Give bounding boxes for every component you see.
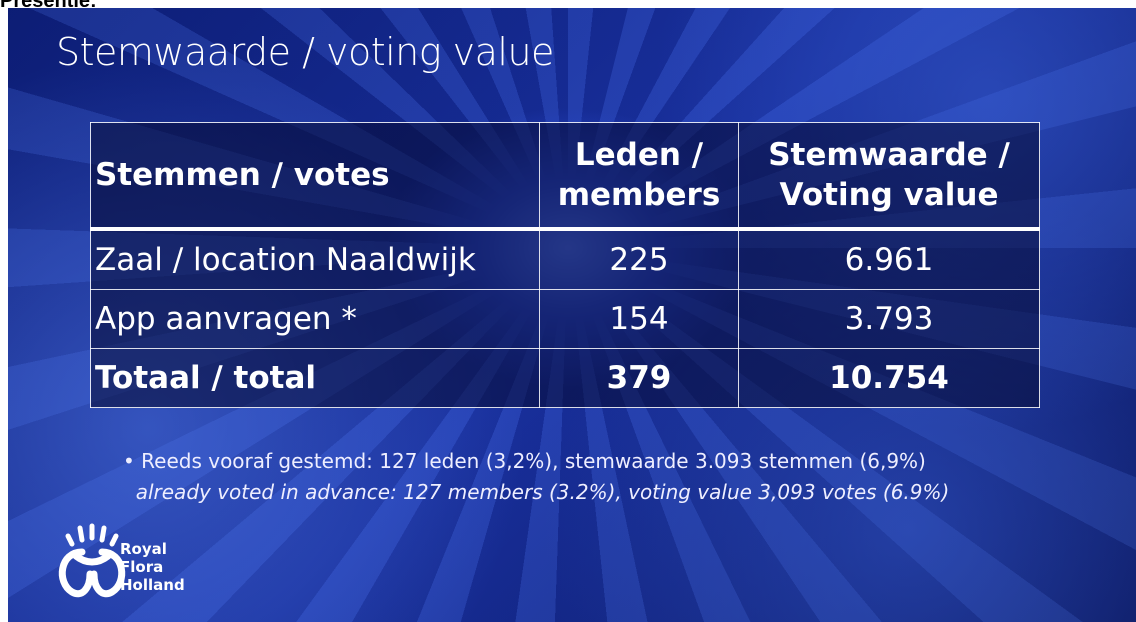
table-cell: App aanvragen * [91,290,540,349]
logo-text: Royal Flora Holland [120,540,185,594]
votes-table: Stemmen / votes Leden / members Stemwaar… [90,122,1040,408]
header-row: Stemmen / votes Leden / members Stemwaar… [91,123,1040,230]
slide-title: Stemwaarde / voting value [56,30,554,74]
column-header: Stemwaarde / Voting value [739,123,1040,230]
body: Presentie: Stemwaarde / voting value Ste… [0,0,1136,622]
column-header: Stemmen / votes [91,123,540,230]
table-cell: 10.754 [739,349,1040,408]
page: {"header": {"title": "Presentie:"}, "sli… [0,0,1136,622]
table-cell: Totaal / total [91,349,540,408]
table-cell: Zaal / location Naaldwijk [91,229,540,290]
footnote-line: • Reeds vooraf gestemd: 127 leden (3,2%)… [123,446,949,477]
logo-line: Royal [120,540,185,558]
footnote: • Reeds vooraf gestemd: 127 leden (3,2%)… [123,446,949,508]
table-cell: 6.961 [739,229,1040,290]
table-cell: 379 [540,349,739,408]
table-cell: 225 [540,229,739,290]
column-header: Leden / members [540,123,739,230]
table-cell: 154 [540,290,739,349]
footnote-text: already voted in advance: 127 members (3… [136,480,950,504]
footnote-text: Reeds vooraf gestemd: 127 leden (3,2%), … [141,449,926,473]
logo-line: Holland [120,576,185,594]
footnote-line: already voted in advance: 127 members (3… [123,477,949,508]
slide: Stemwaarde / voting value Stemmen / vote… [8,8,1136,622]
logo-line: Flora [120,558,185,576]
table-cell: 3.793 [739,290,1040,349]
